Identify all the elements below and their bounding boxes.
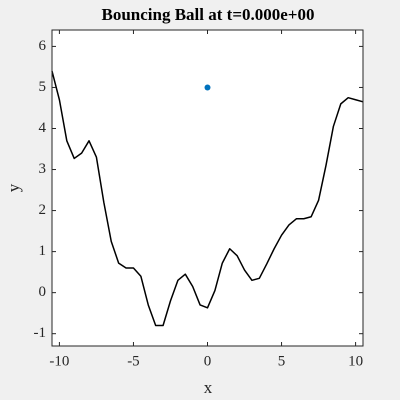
y-tick-label: 6 (39, 38, 47, 54)
x-tick-label: 5 (278, 353, 286, 369)
y-tick-label: -1 (34, 325, 47, 341)
y-tick-label: 0 (39, 284, 47, 300)
axes-box (51, 29, 364, 347)
x-tick-label: 10 (348, 353, 363, 369)
terrain-line (51, 70, 364, 327)
y-tick-label: 2 (39, 202, 47, 218)
x-tick-label: -5 (127, 353, 140, 369)
y-tick-label: 3 (39, 161, 47, 177)
ball (204, 84, 211, 91)
x-tick-label: -10 (49, 353, 69, 369)
chart-title: Bouncing Ball at t=0.000e+00 (102, 5, 315, 24)
y-tick-label: 1 (39, 243, 47, 259)
plot-area (52, 30, 363, 346)
y-tick-label: 4 (39, 120, 47, 136)
y-axis-label: y (4, 183, 23, 192)
x-axis-label: x (204, 378, 213, 397)
x-tick-label: 0 (204, 353, 212, 369)
y-tick-label: 5 (39, 79, 47, 95)
